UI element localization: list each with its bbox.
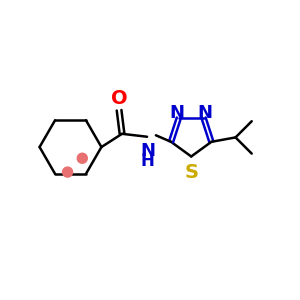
Circle shape [62, 167, 73, 177]
Text: H: H [141, 152, 154, 170]
Text: N: N [198, 104, 213, 122]
Text: N: N [170, 104, 185, 122]
Text: O: O [111, 89, 128, 108]
Text: S: S [184, 163, 198, 182]
Text: N: N [140, 142, 155, 160]
Circle shape [77, 153, 87, 163]
